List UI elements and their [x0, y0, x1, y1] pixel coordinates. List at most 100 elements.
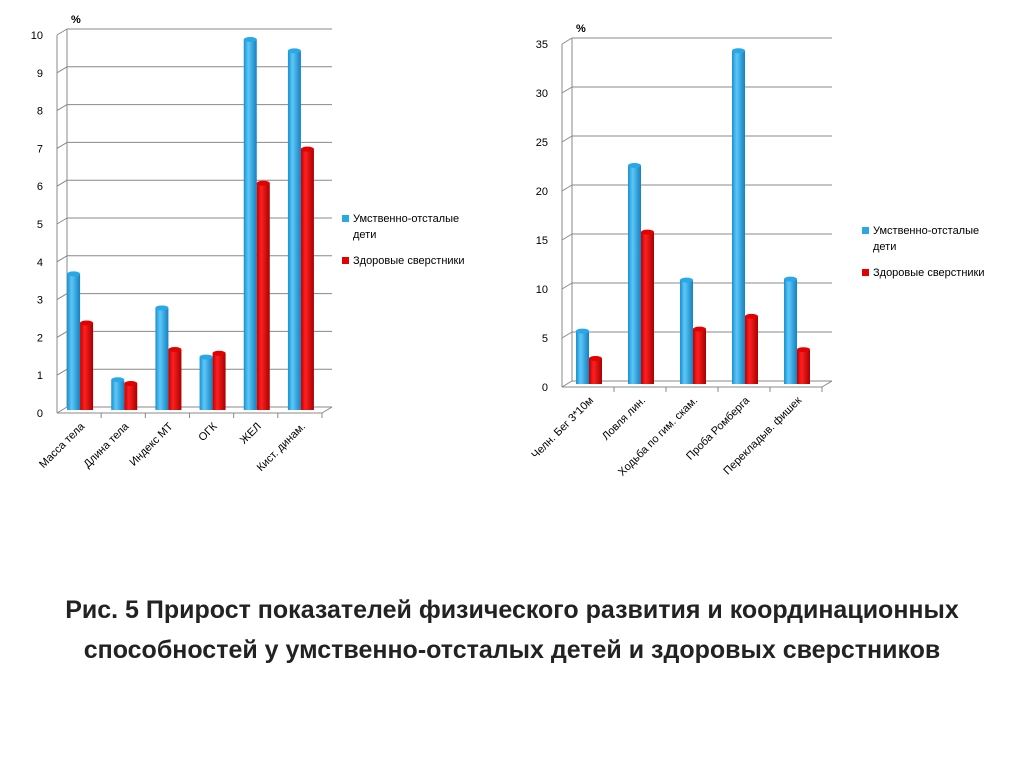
bar-top: [243, 37, 257, 43]
y-axis-unit: %: [576, 23, 586, 35]
gridline-depth: [56, 28, 68, 36]
y-tick-label: 10: [536, 284, 548, 296]
x-tick-label: Ловля лин.: [600, 395, 648, 443]
legend-swatch: [862, 269, 869, 276]
bar-top: [732, 48, 745, 54]
bar-healthy: [256, 183, 270, 410]
gridline-depth: [561, 184, 573, 192]
bar-top: [168, 347, 182, 353]
y-tick-label: 8: [37, 106, 43, 118]
gridline-depth: [56, 330, 68, 338]
x-tick-label: Индекс МТ: [128, 420, 176, 468]
bar-disabled: [732, 50, 745, 385]
bar-top: [797, 347, 810, 353]
bar-top: [641, 229, 654, 235]
floor-edge: [321, 406, 333, 414]
gridline-depth: [56, 368, 68, 376]
bar-healthy: [212, 353, 226, 410]
y-tick-label: 35: [536, 39, 548, 51]
y-tick-label: 2: [37, 332, 43, 344]
bar-disabled: [287, 50, 301, 411]
bar-top: [67, 271, 81, 277]
bar-healthy: [300, 149, 314, 410]
bar-top: [256, 180, 270, 186]
bar-top: [680, 277, 693, 283]
gridline-depth: [561, 380, 573, 388]
gridline-depth: [561, 135, 573, 143]
gridline-depth: [56, 406, 68, 414]
legend-label: Здоровые сверстники: [873, 267, 985, 279]
gridline-depth: [56, 217, 68, 225]
bar-healthy: [745, 316, 758, 384]
bar-healthy: [693, 329, 706, 384]
gridline-depth: [561, 282, 573, 290]
y-tick-label: 3: [37, 295, 43, 307]
y-axis-unit: %: [71, 14, 81, 26]
legend-label: Здоровые сверстники: [353, 255, 465, 267]
gridline-depth: [561, 233, 573, 241]
y-tick-label: 10: [31, 30, 43, 42]
bar-top: [124, 381, 138, 387]
bar-healthy: [80, 323, 94, 410]
y-tick-label: 5: [37, 219, 43, 231]
legend-label: Умственно-отсталые дети: [353, 213, 459, 241]
y-tick-label: 30: [536, 88, 548, 100]
bar-top: [80, 320, 94, 326]
figure-caption: Рис. 5 Прирост показателей физического р…: [65, 596, 959, 664]
y-tick-label: 0: [542, 382, 548, 394]
bar-top: [199, 354, 213, 360]
legend-swatch: [342, 257, 349, 264]
y-tick-label: 9: [37, 68, 43, 80]
x-tick-label: ЖЕЛ: [238, 421, 264, 447]
y-tick-label: 25: [536, 137, 548, 149]
gridline-depth: [56, 141, 68, 149]
bar-healthy: [641, 232, 654, 384]
bar-top: [111, 377, 125, 383]
bar-disabled: [628, 165, 641, 384]
bar-disabled: [67, 273, 81, 410]
gridline-depth: [561, 86, 573, 94]
bar-disabled: [155, 307, 169, 410]
gridline-depth: [56, 66, 68, 74]
gridline-depth: [56, 293, 68, 301]
bar-disabled: [576, 331, 589, 384]
bar-top: [628, 162, 641, 168]
bar-top: [212, 350, 226, 356]
y-tick-label: 4: [37, 257, 43, 269]
x-tick-label: Масса тела: [37, 420, 88, 471]
legend-swatch: [862, 227, 869, 234]
gridline-depth: [56, 179, 68, 187]
bar-top: [745, 313, 758, 319]
gridline-depth: [56, 104, 68, 112]
y-tick-label: 20: [536, 186, 548, 198]
bar-disabled: [199, 357, 213, 410]
legend-label: Умственно-отсталые дети: [873, 225, 979, 253]
x-tick-label: ОГК: [196, 420, 220, 444]
floor-edge: [821, 380, 833, 388]
bar-top: [784, 276, 797, 282]
bar-top: [576, 328, 589, 334]
y-tick-label: 6: [37, 181, 43, 193]
bar-top: [155, 305, 169, 311]
bar-disabled: [243, 39, 257, 411]
x-tick-label: Челн. Бег 3*10м: [529, 395, 596, 462]
bar-disabled: [784, 279, 797, 384]
bar-disabled: [111, 379, 125, 410]
gridline-depth: [561, 331, 573, 339]
x-tick-label: Длина тела: [82, 420, 132, 470]
y-tick-label: 7: [37, 143, 43, 155]
y-tick-label: 15: [536, 235, 548, 247]
y-tick-label: 1: [37, 370, 43, 382]
bar-disabled: [680, 280, 693, 384]
bar-top: [589, 356, 602, 362]
bar-top: [693, 326, 706, 332]
bar-healthy: [168, 349, 182, 410]
gridline-depth: [56, 255, 68, 263]
bar-healthy: [124, 383, 138, 410]
y-tick-label: 0: [37, 408, 43, 420]
bar-healthy: [589, 358, 602, 384]
gridline-depth: [561, 37, 573, 45]
bar-healthy: [797, 349, 810, 384]
bar-top: [300, 146, 314, 152]
